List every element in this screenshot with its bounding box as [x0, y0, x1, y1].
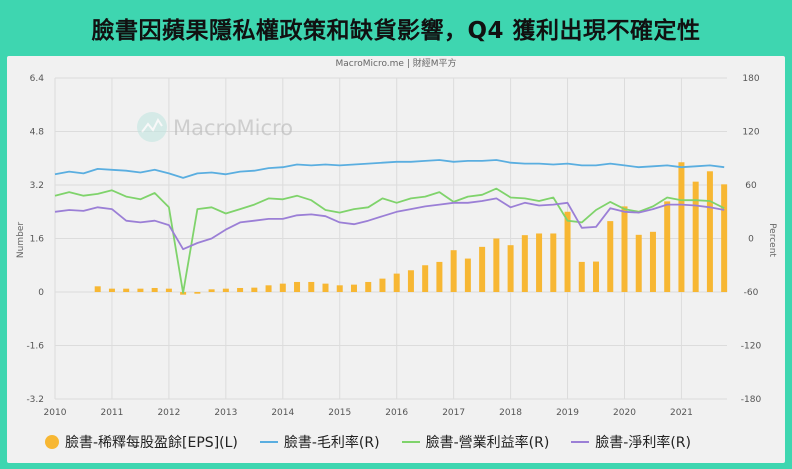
eps-bar [393, 273, 400, 292]
eps-bar [450, 250, 457, 292]
x-tick: 2018 [499, 408, 522, 418]
eps-bar [479, 246, 486, 292]
legend-item-gross[interactable]: 臉書-毛利率(R) [259, 432, 380, 452]
y-axis-left-label: Number [16, 222, 26, 258]
series-line-net [54, 197, 725, 251]
eps-bar [379, 278, 386, 292]
eps-bar [436, 261, 443, 292]
y-tick-right: -120 [741, 342, 762, 352]
x-tick: 2016 [385, 408, 408, 418]
legend-swatch-net [571, 441, 590, 443]
y-tick-left: 3.2 [30, 181, 44, 191]
eps-bar [621, 206, 628, 292]
eps-bar [165, 288, 172, 292]
eps-bar [308, 281, 315, 292]
y-tick-right: 60 [745, 181, 757, 191]
x-tick: 2017 [442, 408, 465, 418]
y-tick-right: 120 [742, 128, 759, 138]
series-line-operating [54, 187, 725, 294]
legend-label-operating: 臉書-營業利益率(R) [425, 435, 550, 451]
eps-bar [294, 281, 301, 292]
x-tick: 2011 [100, 408, 123, 418]
watermark-logo-icon [137, 112, 167, 142]
y-tick-left: 4.8 [30, 128, 45, 138]
eps-bar [336, 285, 343, 292]
eps-bar [721, 184, 728, 292]
eps-bar [194, 292, 201, 294]
y-tick-left: 6.4 [30, 74, 45, 84]
legend-swatch-gross [259, 441, 278, 443]
watermark: MacroMicro [137, 112, 293, 142]
ratio-lines [54, 159, 725, 294]
legend-swatch-eps [45, 435, 59, 449]
y-axis-right-label: Percent [767, 223, 777, 257]
series-line-gross [54, 159, 725, 179]
eps-bar [635, 234, 642, 292]
page-headline: 臉書因蘋果隱私權政策和缺貨影響，Q4 獲利出現不確定性 [91, 18, 701, 44]
x-tick: 2019 [556, 408, 579, 418]
eps-bar [578, 261, 585, 292]
eps-bar [237, 287, 244, 292]
eps-bar [493, 238, 500, 292]
eps-bar [108, 288, 115, 292]
eps-bar [607, 221, 614, 292]
chart-legend: 臉書-稀釋每股盈餘[EPS](L) 臉書-毛利率(R) 臉書-營業利益率(R) … [45, 428, 691, 456]
y-tick-right: 180 [742, 74, 759, 84]
eps-bar [265, 285, 272, 292]
eps-bar [536, 233, 543, 292]
eps-bar [692, 181, 699, 292]
eps-bar [137, 288, 144, 292]
eps-bar [94, 286, 101, 292]
eps-bar [678, 162, 685, 292]
watermark-text: MacroMicro [173, 116, 293, 140]
eps-bar [564, 211, 571, 292]
eps-bar [593, 261, 600, 292]
axes: 6.4 180 4.8 120 3.2 60 1.6 0 0 -60 -1.6 -120 -3.2 -18… [26, 74, 761, 418]
eps-bar [365, 281, 372, 292]
legend-label-net: 臉書-淨利率(R) [595, 435, 691, 451]
eps-bar [507, 245, 514, 292]
legend-item-eps[interactable]: 臉書-稀釋每股盈餘[EPS](L) [45, 432, 238, 452]
legend-item-net[interactable]: 臉書-淨利率(R) [571, 432, 691, 452]
eps-bar [664, 201, 671, 292]
y-tick-left: -1.6 [26, 342, 44, 352]
chart-card: MacroMicro.me | 財經M平方 MacroMicro 6.4 180 4… [7, 56, 785, 463]
x-tick: 2015 [328, 408, 351, 418]
eps-bar [464, 258, 471, 292]
eps-bars [94, 162, 728, 295]
x-tick: 2013 [214, 408, 237, 418]
legend-item-operating[interactable]: 臉書-營業利益率(R) [401, 432, 550, 452]
y-tick-left: 1.6 [30, 235, 45, 245]
chart-svg: MacroMicro.me | 財經M平方 MacroMicro 6.4 180 4… [16, 57, 777, 418]
eps-bar [521, 235, 528, 292]
eps-bar [550, 233, 557, 292]
eps-bar [251, 287, 258, 292]
watermark-logo-line [141, 118, 163, 133]
chart-source: MacroMicro.me | 財經M平方 [336, 57, 457, 69]
y-tick-right: -60 [744, 288, 759, 298]
eps-bar [649, 231, 656, 292]
eps-bar [350, 284, 357, 292]
x-tick: 2020 [613, 408, 636, 418]
y-tick-left: -3.2 [26, 395, 44, 405]
eps-bar [407, 270, 414, 292]
eps-bar [222, 288, 229, 292]
x-tick: 2014 [271, 408, 294, 418]
eps-bar [208, 289, 215, 292]
y-tick-right: 0 [748, 235, 754, 245]
x-tick: 2021 [670, 408, 693, 418]
x-tick: 2010 [44, 408, 67, 418]
x-tick: 2012 [157, 408, 180, 418]
legend-label-eps: 臉書-稀釋每股盈餘[EPS](L) [65, 435, 238, 451]
legend-label-gross: 臉書-毛利率(R) [283, 435, 380, 451]
eps-bar [123, 288, 130, 292]
eps-bar [279, 283, 286, 292]
y-tick-right: -180 [741, 395, 762, 405]
eps-bar [151, 287, 158, 292]
legend-swatch-operating [401, 441, 420, 443]
eps-bar [422, 265, 429, 292]
y-tick-left: 0 [38, 288, 44, 298]
eps-bar [322, 283, 329, 292]
eps-bar [706, 171, 713, 292]
